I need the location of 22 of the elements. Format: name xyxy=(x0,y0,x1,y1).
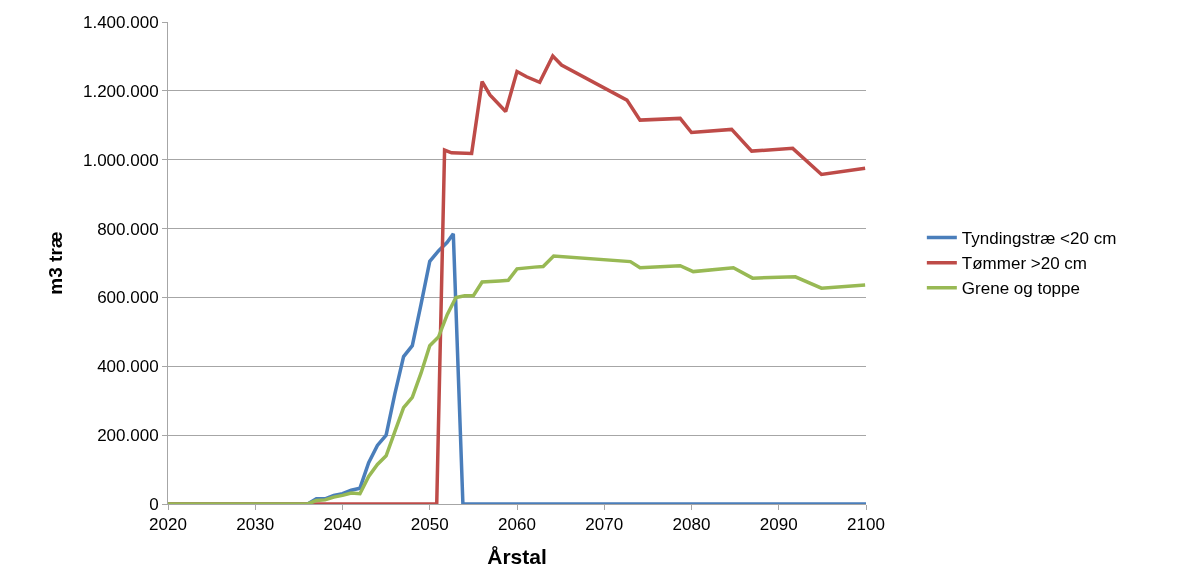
x-tick-label: 2070 xyxy=(585,515,624,535)
legend-label: Grene og toppe xyxy=(961,279,1080,299)
x-tick-label: 2030 xyxy=(236,515,275,535)
y-tick-label: 400.000 xyxy=(97,357,159,377)
y-tick-label: 1.400.000 xyxy=(82,12,159,32)
y-tick-label: 200.000 xyxy=(97,426,159,446)
y-tick-label: 800.000 xyxy=(97,219,159,239)
legend-label: Tyndingstræ <20 cm xyxy=(961,229,1117,249)
x-tick-label: 2100 xyxy=(847,515,885,535)
y-tick-label: 600.000 xyxy=(97,288,159,308)
legend-label: Tømmer >20 cm xyxy=(961,254,1087,274)
y-tick-label: 0 xyxy=(149,494,159,514)
x-tick-label: 2080 xyxy=(672,515,711,535)
x-tick-label: 2040 xyxy=(323,515,362,535)
x-tick-label: 2090 xyxy=(759,515,798,535)
y-axis-title: m3 træ xyxy=(44,231,66,295)
x-tick-label: 2060 xyxy=(498,515,536,535)
x-tick-label: 2020 xyxy=(149,515,187,535)
y-tick-label: 1.000.000 xyxy=(82,150,159,170)
x-tick-label: 2050 xyxy=(410,515,449,535)
x-axis-title: Årstal xyxy=(487,544,547,568)
y-tick-label: 1.200.000 xyxy=(82,81,159,101)
